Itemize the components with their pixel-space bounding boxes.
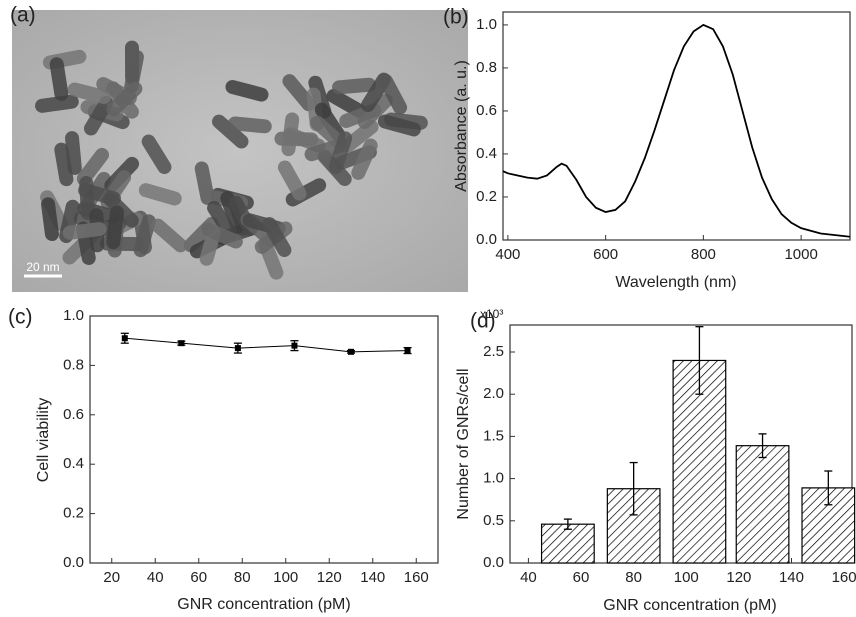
y-tick-label: 2.5	[483, 343, 504, 360]
nanorod	[378, 74, 408, 115]
x-tick-label: 160	[832, 569, 856, 586]
x-tick-label: 1000	[784, 246, 817, 263]
bar	[540, 523, 595, 564]
y-tick-label: 1.0	[63, 307, 84, 324]
x-tick-label: 600	[593, 246, 618, 263]
x-tick-label: 60	[573, 569, 590, 586]
x-tick-label: 400	[495, 246, 520, 263]
plot-frame	[89, 315, 439, 564]
nanorod	[78, 183, 121, 206]
nanorod	[133, 214, 156, 258]
nanorod	[35, 94, 79, 113]
y-axis-label: Absorbance (a. u.)	[453, 60, 470, 192]
y-tick-label: 0.0	[476, 231, 497, 248]
y-tick-label: 0.5	[483, 512, 504, 529]
nanorod	[351, 138, 378, 180]
y-multiplier: x10³	[480, 307, 503, 321]
y-tick-label: 0.4	[63, 455, 84, 472]
bar	[606, 488, 661, 564]
x-axis-label: GNR concentration (pM)	[603, 597, 776, 614]
y-tick-label: 0.0	[483, 554, 504, 571]
marker	[121, 335, 128, 342]
marker	[404, 347, 411, 354]
bar	[735, 445, 790, 564]
error-bar	[695, 326, 704, 395]
nanorod	[65, 131, 82, 175]
y-tick-label: 0.6	[476, 102, 497, 119]
nanorod	[225, 79, 269, 102]
marker	[178, 340, 185, 347]
error-bar	[563, 518, 572, 530]
marker	[348, 348, 354, 355]
data-line	[502, 23, 851, 238]
data-line	[124, 337, 408, 353]
error-bar	[758, 433, 767, 459]
nanorod	[207, 200, 238, 241]
x-tick-label: 100	[273, 569, 298, 586]
nanorod	[106, 205, 125, 250]
nanorod	[67, 82, 111, 104]
nanorod	[106, 81, 143, 117]
tem-image	[12, 10, 468, 292]
nanorod	[282, 74, 316, 112]
nanorod	[332, 77, 376, 95]
nanorod	[141, 134, 172, 175]
nanorod	[150, 218, 188, 253]
nanorod	[83, 95, 114, 136]
y-tick-label: 0.4	[476, 145, 497, 162]
x-tick-label: 120	[726, 569, 751, 586]
y-tick-label: 1.0	[476, 16, 497, 33]
y-tick-label: 0.8	[476, 59, 497, 76]
panel-label: (b)	[443, 6, 469, 29]
nanorod	[227, 116, 272, 134]
y-axis-label: Cell viability	[35, 398, 52, 482]
x-tick-label: 160	[404, 569, 429, 586]
x-tick-label: 100	[674, 569, 699, 586]
plot-frame	[502, 11, 851, 241]
x-tick-label: 20	[103, 569, 120, 586]
panel-label: (c)	[8, 306, 33, 329]
panel-label: (a)	[10, 4, 36, 27]
nanorod	[41, 197, 59, 242]
y-axis-label: Number of GNRs/cell	[455, 368, 472, 519]
marker	[234, 345, 241, 352]
x-axis-label: Wavelength (nm)	[615, 274, 736, 291]
x-tick-label: 60	[190, 569, 207, 586]
marker	[291, 342, 298, 349]
y-tick-label: 0.2	[63, 505, 84, 522]
x-tick-label: 80	[234, 569, 251, 586]
nanorod	[328, 131, 353, 174]
y-tick-label: 0.2	[476, 188, 497, 205]
nanorod	[62, 222, 107, 240]
y-tick-label: 2.0	[483, 385, 504, 402]
x-tick-label: 40	[520, 569, 537, 586]
x-tick-label: 80	[625, 569, 642, 586]
y-tick-label: 1.5	[483, 427, 504, 444]
y-tick-label: 0.6	[63, 406, 84, 423]
nanorod	[277, 160, 307, 201]
y-tick-label: 1.0	[483, 470, 504, 487]
x-tick-label: 40	[147, 569, 164, 586]
error-bar	[629, 461, 638, 516]
x-axis-label: GNR concentration (pM)	[177, 596, 350, 613]
scale-bar-label: 20 nm	[26, 260, 59, 274]
x-tick-label: 120	[317, 569, 342, 586]
y-tick-label: 0.8	[63, 356, 84, 373]
x-tick-label: 140	[360, 569, 385, 586]
nanorod	[138, 183, 182, 206]
nanorod	[124, 49, 144, 94]
nanorod	[377, 114, 421, 137]
nanorod	[262, 216, 292, 257]
x-tick-label: 140	[779, 569, 804, 586]
error-bar	[824, 470, 833, 506]
y-tick-label: 0.0	[63, 554, 84, 571]
nanorod	[220, 191, 245, 234]
panel-label: (d)	[470, 310, 496, 333]
nanorod	[212, 114, 249, 149]
nanorod	[49, 57, 69, 101]
x-tick-label: 800	[691, 246, 716, 263]
nanorod	[201, 222, 243, 249]
